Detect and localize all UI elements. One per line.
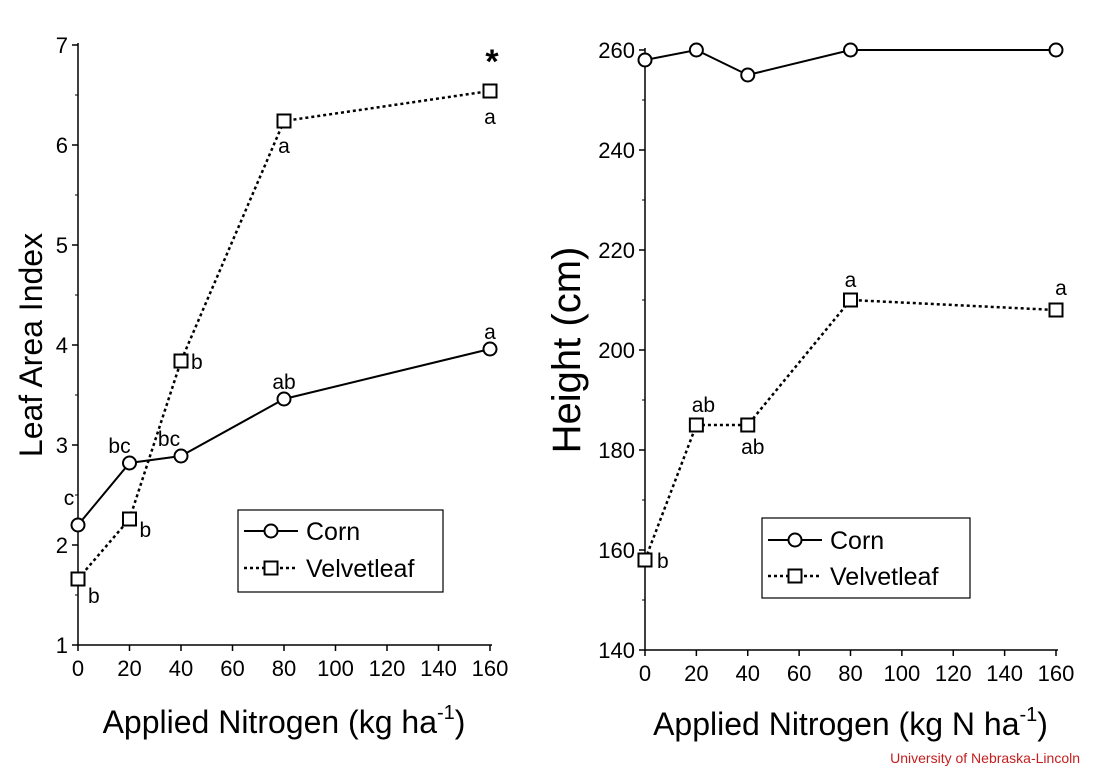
velvetleaf-significance-label: a	[484, 106, 496, 129]
x-axis-title-main: Applied Nitrogen (kg N ha	[653, 706, 1020, 742]
velvetleaf-series-line	[77, 89, 491, 580]
velvetleaf-point	[70, 571, 86, 587]
velvetleaf-significance-label: ab	[692, 394, 715, 417]
y-tick-label: 1	[56, 633, 68, 658]
corn-point	[70, 517, 86, 533]
x-axis-title: Applied Nitrogen (kg N ha-1)	[653, 704, 1048, 742]
significance-star: *	[485, 43, 499, 81]
velvetleaf-significance-label: b	[140, 519, 152, 542]
y-tick-label: 200	[598, 338, 635, 363]
y-axis-title: Height (cm)	[545, 247, 589, 454]
legend-corn-marker	[787, 532, 803, 548]
corn-point	[843, 42, 858, 58]
x-axis-title-end: )	[1037, 706, 1048, 742]
corn-significance-label: c	[64, 487, 75, 510]
x-tick-label: 100	[884, 661, 921, 686]
x-axis-title-end: )	[455, 704, 466, 740]
x-tick-label: 100	[317, 656, 354, 681]
velvetleaf-significance-label: a	[278, 135, 290, 158]
velvetleaf-point	[688, 417, 704, 433]
velvetleaf-point	[843, 292, 858, 308]
legend-corn-label: Corn	[306, 518, 360, 546]
y-tick-label: 6	[56, 133, 68, 158]
y-axis-title: Leaf Area Index	[13, 233, 49, 457]
y-tick-label: 7	[56, 33, 68, 58]
y-tick-label: 180	[598, 438, 635, 463]
x-tick-label: 60	[220, 656, 244, 681]
x-tick-label: 20	[117, 656, 141, 681]
legend-velvetleaf-marker	[263, 560, 279, 576]
corn-significance-label: ab	[272, 371, 295, 394]
legend-velvetleaf-marker	[787, 568, 803, 584]
velvetleaf-point	[276, 113, 292, 129]
corn-significance-label: bc	[108, 435, 130, 458]
y-tick-label: 220	[598, 238, 635, 263]
x-tick-label: 0	[639, 661, 651, 686]
credit-label: University of Nebraska-Lincoln	[890, 750, 1080, 766]
x-axis-title-superscript: -1	[1019, 704, 1037, 726]
y-tick-label: 5	[56, 233, 68, 258]
legend-box	[761, 517, 971, 599]
velvetleaf-series-line	[643, 298, 1057, 561]
legend: Corn Velvetleaf	[761, 517, 971, 599]
x-tick-label: 120	[369, 656, 406, 681]
y-tick-label: 260	[598, 38, 635, 63]
corn-point	[173, 448, 189, 464]
x-tick-label: 120	[935, 661, 972, 686]
velvetleaf-point	[1048, 302, 1064, 318]
velvetleaf-significance-label: b	[191, 351, 203, 374]
legend-velvetleaf-label: Velvetleaf	[830, 563, 938, 591]
velvetleaf-point	[740, 417, 756, 433]
x-axis-title-main: Applied Nitrogen (kg ha	[103, 704, 438, 740]
corn-significance-label: a	[484, 321, 496, 344]
corn-point	[1048, 42, 1064, 58]
y-tick-label: 140	[598, 638, 635, 663]
x-tick-label: 0	[72, 656, 84, 681]
x-tick-label: 60	[787, 661, 811, 686]
x-axis-title: Applied Nitrogen (kg ha-1)	[103, 702, 466, 740]
y-tick-label: 4	[56, 333, 68, 358]
corn-point	[637, 52, 653, 68]
y-tick-label: 3	[56, 433, 68, 458]
y-tick-label: 240	[598, 138, 635, 163]
x-axis-title-superscript: -1	[437, 702, 455, 724]
corn-point	[688, 42, 704, 58]
corn-point	[482, 341, 498, 357]
velvetleaf-significance-label: a	[845, 269, 857, 292]
y-tick-label: 2	[56, 533, 68, 558]
velvetleaf-significance-label: b	[657, 550, 669, 573]
velvetleaf-point	[482, 83, 498, 99]
x-tick-label: 160	[1038, 661, 1075, 686]
x-tick-label: 140	[420, 656, 457, 681]
height-chart: 140 160 180 200 220 240 260 0 20 40 60 80 100 120 140 1…	[545, 38, 1074, 742]
corn-significance-label: bc	[158, 428, 180, 451]
velvetleaf-point	[173, 353, 189, 369]
legend-velvetleaf-label: Velvetleaf	[306, 555, 414, 583]
x-tick-label: 40	[169, 656, 193, 681]
x-tick-label: 160	[472, 656, 509, 681]
velvetleaf-significance-label: ab	[741, 436, 764, 459]
legend-corn-marker	[263, 523, 279, 539]
velvetleaf-significance-label: b	[88, 585, 100, 608]
velvetleaf-point	[637, 552, 653, 568]
legend: Corn Velvetleaf	[237, 509, 444, 593]
corn-point	[740, 67, 756, 83]
y-tick-label: 160	[598, 538, 635, 563]
legend-corn-label: Corn	[830, 527, 884, 555]
velvetleaf-point	[122, 511, 137, 527]
x-tick-label: 80	[272, 656, 296, 681]
x-tick-label: 20	[684, 661, 708, 686]
x-tick-label: 40	[736, 661, 760, 686]
velvetleaf-significance-label: a	[1055, 277, 1067, 300]
x-tick-label: 140	[986, 661, 1023, 686]
leaf-area-index-chart: 1 2 3 4 5 6 7 0 20 40 60 80 100 120 140 160 Leaf Area In…	[13, 33, 508, 740]
x-tick-label: 80	[838, 661, 862, 686]
corn-point	[122, 455, 137, 471]
corn-point	[276, 391, 292, 407]
